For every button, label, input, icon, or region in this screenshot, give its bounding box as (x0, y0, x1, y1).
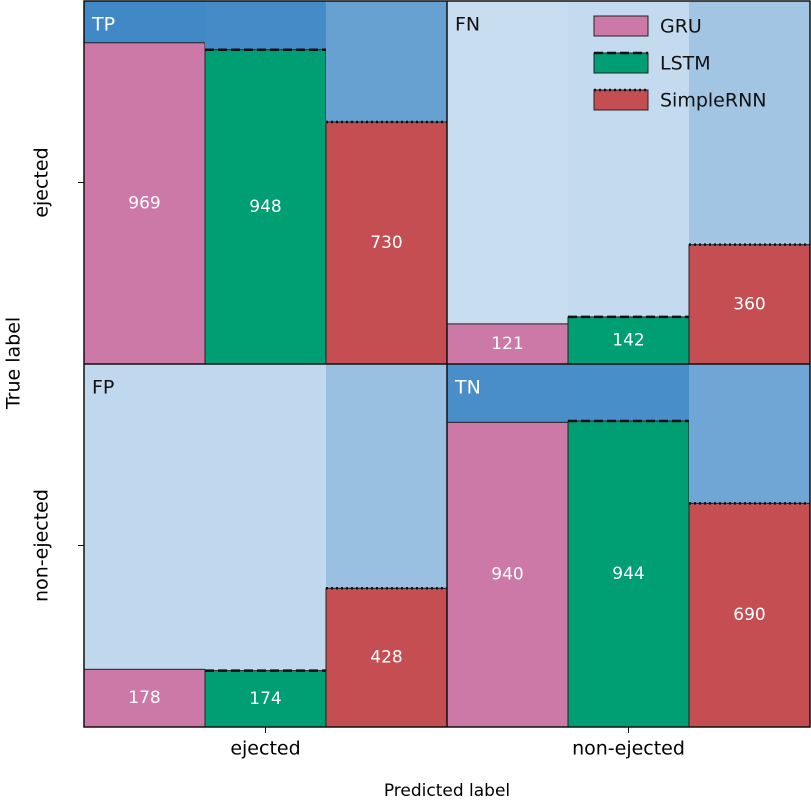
cell-label: FN (455, 14, 480, 36)
x-axis-label: Predicted label (384, 781, 510, 800)
cell-label: FP (92, 377, 114, 399)
data-label: 121 (491, 334, 523, 354)
legend-label: SimpleRNN (660, 90, 767, 112)
data-label: 690 (733, 605, 765, 625)
data-label: 174 (249, 689, 281, 709)
legend-swatch (593, 15, 649, 37)
data-label: 730 (370, 233, 402, 253)
legend-swatch (593, 89, 649, 111)
legend-swatch (593, 52, 649, 74)
y-tick-label: ejected (31, 147, 53, 217)
x-tick-label: ejected (230, 738, 300, 760)
bar (83, 42, 206, 365)
data-label: 142 (612, 330, 644, 350)
cell-background (205, 364, 326, 727)
cell-label: TN (454, 377, 481, 399)
y-axis-label: True label (3, 317, 25, 410)
bar (688, 244, 811, 365)
bar (688, 502, 811, 728)
y-tick-label: non-ejected (31, 489, 53, 602)
data-label: 428 (370, 648, 402, 668)
legend-label: GRU (660, 16, 702, 38)
data-label: 969 (128, 193, 160, 213)
data-label: 944 (612, 564, 644, 584)
cell-background (447, 1, 568, 364)
cell-label: TP (91, 14, 115, 36)
bar (446, 323, 569, 365)
bar (325, 587, 448, 728)
data-label: 178 (128, 688, 160, 708)
bar (204, 670, 327, 728)
data-label: 948 (249, 197, 281, 217)
x-tick-label: non-ejected (572, 738, 685, 760)
bar (567, 316, 690, 365)
data-label: 940 (491, 565, 523, 585)
bar (567, 420, 690, 728)
data-label: 360 (733, 294, 765, 314)
cell-background (84, 364, 205, 727)
legend-label: LSTM (660, 53, 711, 75)
